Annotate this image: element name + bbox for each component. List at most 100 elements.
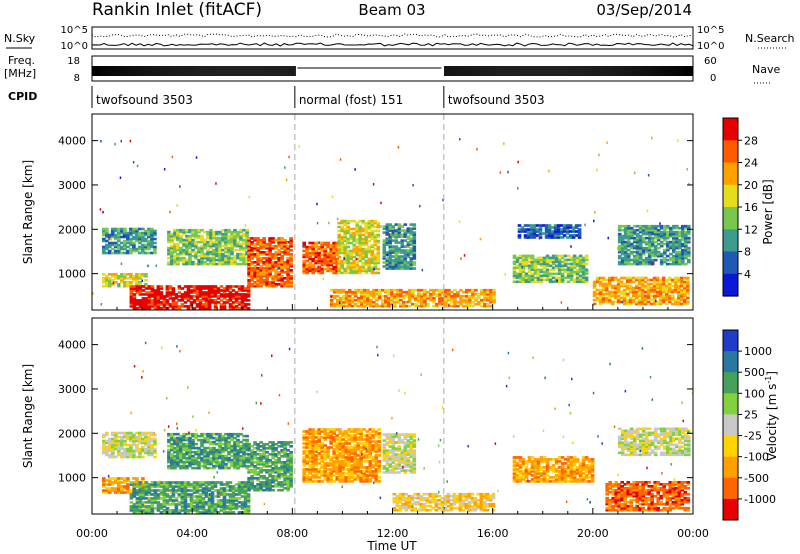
heatmap-cell: [560, 260, 565, 264]
heatmap-cell: [150, 235, 154, 239]
heatmap-cell: [144, 299, 149, 302]
heatmap-cell: [408, 292, 412, 296]
heatmap-cell: [173, 254, 177, 258]
heatmap-cell: [277, 257, 281, 260]
heatmap-cell: [141, 449, 145, 453]
heatmap-cell: [210, 507, 215, 510]
heatmap-cell: [286, 271, 290, 274]
heatmap-cell: [563, 270, 568, 274]
heatmap-cell: [563, 254, 568, 258]
heatmap-cell: [393, 300, 397, 304]
heatmap-cell: [144, 493, 149, 496]
heatmap-cell: [222, 489, 227, 492]
heatmap-cell: [408, 288, 412, 292]
heatmap-cell: [556, 224, 561, 227]
heatmap-cell: [194, 236, 198, 240]
heatmap-cell: [592, 280, 597, 284]
heatmap-cell: [213, 503, 218, 506]
heatmap-cell: [150, 507, 155, 510]
heatmap-cell: [147, 241, 151, 245]
heatmap-cell: [280, 251, 284, 254]
heatmap-cell: [441, 288, 445, 292]
heatmap-cell: [153, 231, 157, 235]
heatmap-cell: [271, 269, 275, 272]
heatmap-cell: [441, 296, 445, 300]
nsky-panel: [91, 26, 694, 50]
heatmap-cell: [247, 263, 251, 266]
heatmap-cell: [120, 439, 124, 443]
heatmap-cell: [625, 294, 630, 298]
heatmap-cell: [204, 299, 209, 302]
heatmap-cell: [191, 438, 195, 442]
heatmap-cell: [308, 255, 312, 259]
heatmap-cell: [114, 443, 118, 447]
heatmap-cell: [242, 260, 246, 264]
heatmap-cell: [162, 299, 167, 302]
heatmap-cell: [150, 485, 155, 488]
heatmap-cell: [129, 229, 133, 233]
heatmap-cell: [364, 239, 369, 243]
heatmap-cell: [114, 433, 118, 437]
heatmap-cell: [613, 284, 618, 288]
heatmap-cell: [176, 256, 180, 260]
heatmap-cell: [479, 237, 482, 241]
heatmap-cell: [623, 258, 628, 262]
heatmap-cell: [632, 254, 637, 258]
heatmap-cell: [110, 237, 112, 241]
heatmap-cell: [243, 507, 248, 510]
heatmap-cell: [598, 300, 603, 304]
heatmap-cell: [222, 507, 227, 510]
heatmap-cell: [409, 257, 414, 260]
heatmap-cell: [222, 289, 227, 292]
heatmap-cell: [277, 253, 281, 256]
heatmap-cell: [363, 304, 367, 308]
heatmap-cell: [234, 507, 239, 510]
heatmap-cell: [179, 458, 183, 462]
heatmap-cell: [678, 238, 682, 242]
heatmap-cell: [544, 232, 549, 235]
heatmap-cell: [236, 256, 240, 260]
heatmap-cell: [391, 247, 396, 250]
heatmap-cell: [677, 280, 681, 284]
heatmap-cell: [596, 168, 598, 172]
heatmap-cell: [412, 241, 417, 244]
heatmap-cell: [663, 242, 667, 246]
heatmap-cell: [317, 255, 321, 259]
heatmap-cell: [420, 304, 424, 308]
heatmap-cell: [311, 251, 315, 255]
heatmap-cell: [396, 296, 400, 300]
heatmap-cell: [572, 272, 577, 276]
heatmap-cell: [405, 304, 409, 308]
heatmap-cell: [394, 237, 399, 240]
heatmap-cell: [305, 245, 309, 249]
heatmap-cell: [547, 234, 552, 237]
heatmap-cell: [620, 234, 625, 238]
heatmap-cell: [620, 238, 625, 242]
heatmap-cell: [189, 483, 194, 486]
heatmap-cell: [126, 487, 130, 490]
heatmap-cell: [539, 268, 544, 272]
heatmap-cell: [262, 245, 266, 248]
heatmap-cell: [147, 497, 152, 500]
heatmap-cell: [358, 235, 362, 239]
heatmap-cell: [167, 256, 171, 260]
heatmap-cell: [262, 271, 266, 274]
heatmap-cell: [391, 229, 396, 232]
heatmap-cell: [412, 257, 417, 260]
heatmap-cell: [571, 228, 576, 231]
heatmap-cell: [581, 274, 586, 278]
heatmap-cell: [250, 247, 254, 250]
heatmap-cell: [111, 443, 115, 447]
heatmap-cell: [203, 256, 207, 260]
heatmap-cell: [647, 242, 652, 246]
heatmap-cell: [335, 302, 340, 306]
heatmap-cell: [628, 280, 633, 284]
heatmap-cell: [177, 503, 182, 506]
heatmap-cell: [117, 451, 121, 455]
heatmap-cell: [201, 511, 206, 514]
heatmap-cell: [399, 294, 403, 298]
heatmap-cell: [432, 292, 436, 296]
heatmap-cell: [191, 260, 195, 264]
heatmap-cell: [658, 288, 663, 292]
heatmap-cell: [417, 294, 421, 298]
